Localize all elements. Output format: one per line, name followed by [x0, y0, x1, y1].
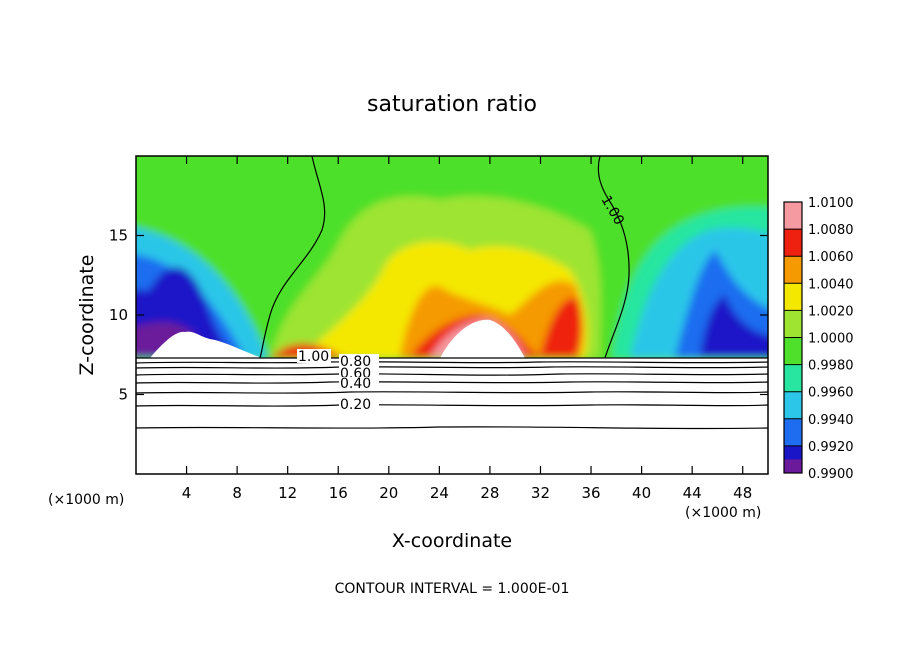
- contour-1.00-right: [597, 156, 630, 359]
- x-tick-label: 24: [430, 484, 449, 502]
- y-axis-title: Z-coordinate: [76, 255, 98, 376]
- x-tick-label: 48: [733, 484, 752, 502]
- x-tick-label: 12: [278, 484, 297, 502]
- x-axis-title: X-coordinate: [392, 530, 512, 552]
- x-tick-label: 44: [683, 484, 702, 502]
- contour-label: 0.20: [340, 397, 371, 413]
- contour-labels: 1.00 0.80 0.60 0.40 0.20 1.00: [297, 193, 627, 413]
- colorbar-band: [784, 202, 802, 230]
- colorbar-label: 1.0000: [808, 332, 854, 347]
- colorbar-band: [784, 418, 802, 446]
- colorbar-band: [784, 391, 802, 419]
- colorbar-band: [784, 256, 802, 284]
- y-tick-label: 15: [109, 227, 128, 245]
- contour-label: 0.40: [340, 376, 371, 392]
- contour-lines: [136, 156, 768, 430]
- chart-title: saturation ratio: [367, 92, 537, 117]
- colorbar-label: 0.9940: [808, 413, 854, 428]
- x-tick-label: 16: [329, 484, 348, 502]
- colorbar-label: 1.0040: [808, 277, 854, 292]
- colorbar-band: [784, 337, 802, 365]
- y-tick-label: 10: [109, 306, 128, 324]
- colorbar-label: 1.0100: [808, 196, 854, 211]
- x-tick-label: 20: [379, 484, 398, 502]
- x-axis-ticks: 4 8 12 16 20 24 28 32 36 40 44 48: [182, 156, 752, 502]
- colorbar-label: 1.0020: [808, 304, 854, 319]
- contour-interval-note: CONTOUR INTERVAL = 1.000E-01: [335, 581, 570, 597]
- contour-1.00-left: [259, 156, 326, 359]
- x-tick-label: 32: [531, 484, 550, 502]
- colorbar-band: [784, 283, 802, 311]
- saturation-field: [136, 156, 768, 365]
- x-tick-label: 4: [182, 484, 192, 502]
- contour-label: 1.00: [298, 349, 329, 365]
- colorbar: 0.9900 0.9920 0.9940 0.9960 0.9980 1.0000 1.00…: [783, 196, 854, 482]
- x-unit-left: (×1000 m): [48, 492, 124, 508]
- x-tick-label: 8: [232, 484, 242, 502]
- colorbar-band: [784, 310, 802, 338]
- colorbar-label: 0.9980: [808, 359, 854, 374]
- colorbar-label: 1.0080: [808, 223, 854, 238]
- x-unit-right: (×1000 m): [685, 505, 761, 521]
- colorbar-band: [784, 364, 802, 392]
- y-axis-ticks: 5 10 15: [109, 227, 768, 404]
- colorbar-label: 0.9960: [808, 386, 854, 401]
- colorbar-label: 1.0060: [808, 250, 854, 265]
- x-tick-label: 28: [480, 484, 499, 502]
- x-tick-label: 36: [581, 484, 600, 502]
- plot-area: 1.00 0.80 0.60 0.40 0.20 1.00: [136, 156, 768, 474]
- colorbar-label: 0.9920: [808, 440, 854, 455]
- colorbar-label: 0.9900: [808, 467, 854, 482]
- colorbar-band-min: [784, 459, 802, 473]
- colorbar-band: [784, 229, 802, 257]
- x-tick-label: 40: [632, 484, 651, 502]
- y-tick-label: 5: [118, 386, 128, 404]
